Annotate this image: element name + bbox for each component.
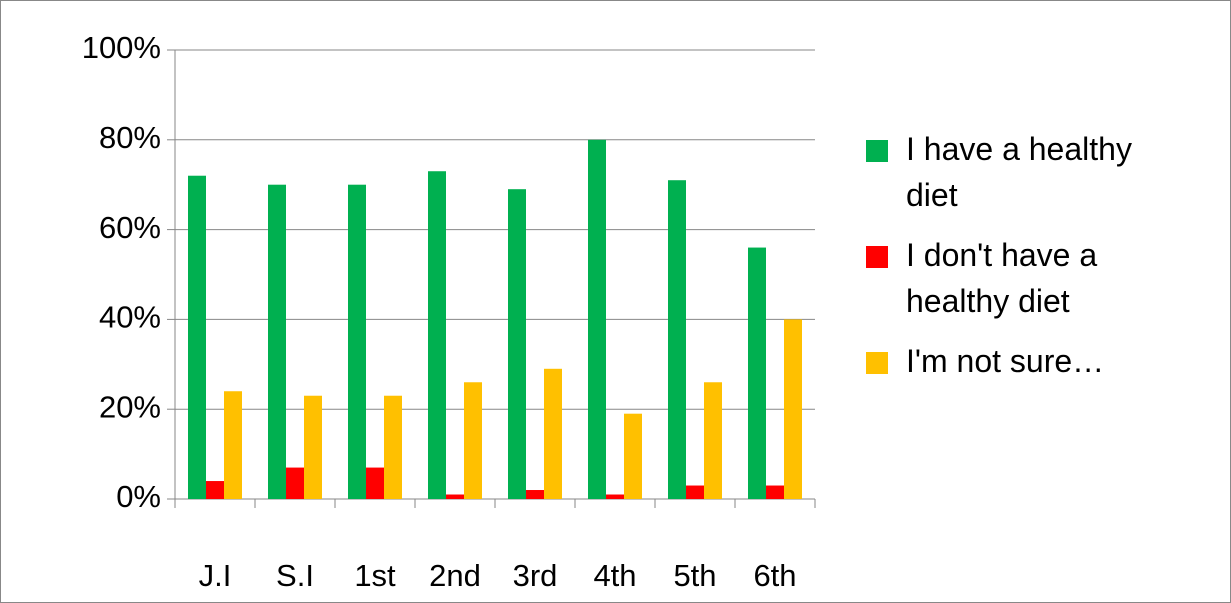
y-tick-label: 40% (99, 300, 161, 335)
x-tick-label: 6th (753, 558, 796, 593)
x-tick-label: 3rd (513, 558, 558, 593)
bar (366, 467, 384, 499)
bar (606, 494, 624, 499)
bar (544, 368, 562, 499)
bar (188, 175, 206, 499)
bar (624, 413, 642, 499)
bar (686, 485, 704, 499)
legend-label: I'm not sure… (906, 343, 1105, 379)
bar (304, 395, 322, 499)
bar (784, 319, 802, 499)
bar (668, 180, 686, 499)
legend-label: I don't have a healthy diet (906, 237, 1098, 319)
bar (268, 184, 286, 499)
bar (464, 382, 482, 499)
bar (206, 481, 224, 499)
legend-swatch (866, 246, 888, 268)
y-tick-label: 0% (116, 479, 161, 514)
legend-item: I have a healthy diet (862, 126, 1172, 218)
y-tick-label: 60% (99, 210, 161, 245)
y-tick-label: 100% (82, 30, 161, 65)
legend-item: I'm not sure… (862, 338, 1172, 384)
legend-item: I don't have a healthy diet (862, 232, 1172, 324)
legend-swatch (866, 140, 888, 162)
x-tick-label: 2nd (429, 558, 481, 593)
y-tick-label: 80% (99, 120, 161, 155)
bar (428, 171, 446, 500)
x-tick-label: 5th (673, 558, 716, 593)
x-tick-label: S.I (276, 558, 314, 593)
legend: I have a healthy diet I don't have a heal… (862, 126, 1172, 398)
x-tick-label: 1st (354, 558, 396, 593)
x-tick-label: J.I (199, 558, 232, 593)
bar (704, 382, 722, 499)
bar (526, 490, 544, 499)
bar (286, 467, 304, 499)
bar (748, 247, 766, 499)
bar (508, 189, 526, 499)
legend-swatch (866, 352, 888, 374)
bar (588, 139, 606, 500)
bar (348, 184, 366, 499)
x-tick-label: 4th (593, 558, 636, 593)
legend-label: I have a healthy diet (906, 131, 1132, 213)
bar (766, 485, 784, 499)
bar (224, 391, 242, 499)
y-tick-label: 20% (99, 389, 161, 424)
bar (446, 494, 464, 499)
bar (384, 395, 402, 499)
